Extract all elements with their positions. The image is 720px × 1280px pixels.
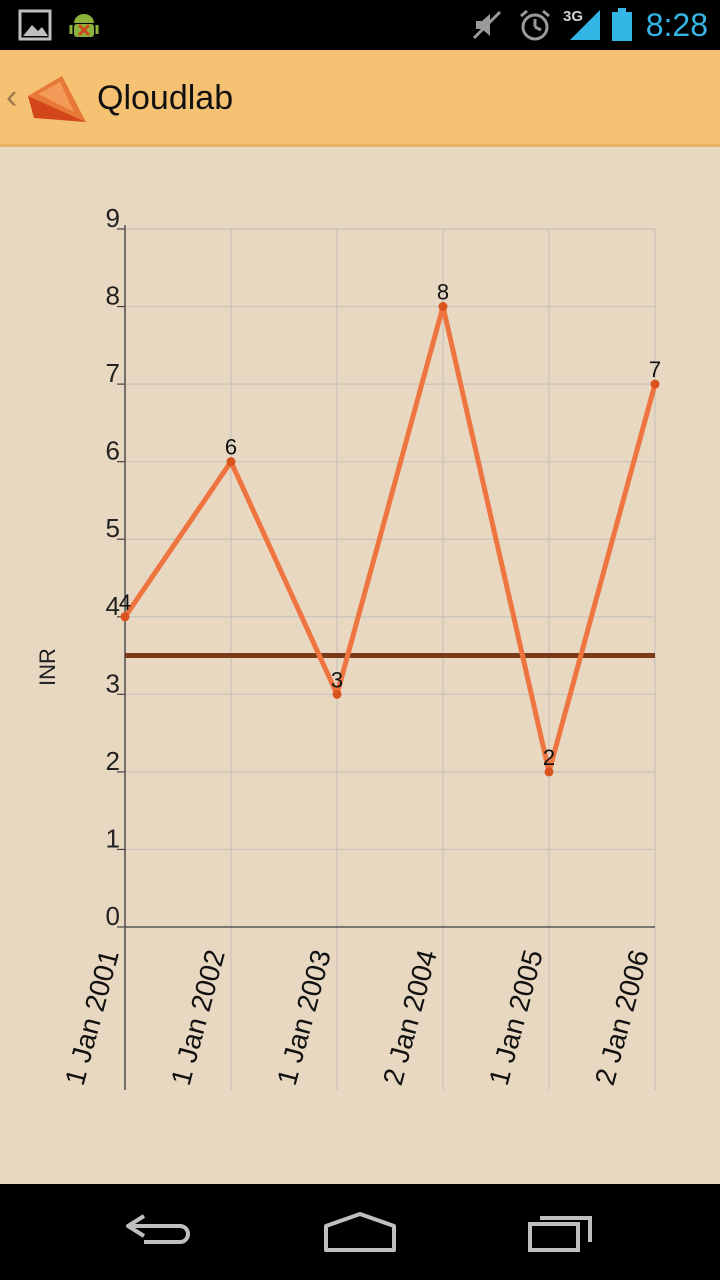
status-bar: 3G 8:28	[0, 0, 720, 50]
action-bar: ‹ Qloudlab	[0, 50, 720, 147]
home-icon[interactable]	[320, 1206, 400, 1258]
data-label: 6	[225, 435, 237, 460]
y-tick-label: 0	[106, 901, 120, 931]
signal-icon	[570, 10, 600, 40]
qloudlab-logo-icon[interactable]	[24, 72, 90, 128]
data-label: 7	[649, 357, 661, 382]
y-tick-label: 8	[106, 281, 120, 311]
data-point	[332, 689, 342, 699]
data-label: 3	[331, 667, 343, 692]
alarm-icon	[520, 9, 550, 41]
status-clock: 8:28	[645, 7, 708, 43]
mute-icon	[472, 10, 502, 40]
battery-icon	[612, 8, 632, 41]
data-label: 8	[437, 280, 449, 305]
data-point	[120, 612, 130, 622]
y-tick-label: 2	[106, 746, 120, 776]
x-tick-label: 1 Jan 2005	[483, 947, 549, 1089]
recent-apps-icon[interactable]	[524, 1206, 598, 1258]
android-debug-icon	[69, 14, 99, 37]
network-type: 3G	[563, 8, 584, 25]
y-tick-label: 6	[106, 436, 120, 466]
x-tick-label: 1 Jan 2003	[271, 947, 337, 1089]
y-tick-label: 4	[106, 591, 120, 621]
data-point	[438, 302, 448, 312]
navigation-bar	[0, 1184, 720, 1280]
y-tick-label: 9	[106, 203, 120, 233]
series-line	[122, 304, 658, 775]
picture-icon	[18, 9, 52, 41]
x-tick-label: 2 Jan 2006	[589, 947, 655, 1089]
data-point	[544, 767, 554, 777]
data-point	[226, 457, 236, 467]
x-tick-label: 1 Jan 2001	[59, 947, 125, 1089]
line-chart: 0 1 2 3 4 5 6 7 8 9 1 Jan 2001 1 Jan 2002 1 Jan 2003…	[35, 203, 661, 1090]
data-label: 2	[543, 745, 555, 770]
app-title: Qloudlab	[97, 79, 234, 117]
x-tick-label: 1 Jan 2002	[165, 947, 231, 1089]
up-chevron-icon[interactable]: ‹	[6, 78, 18, 116]
y-tick-label: 5	[106, 513, 120, 543]
data-point	[650, 379, 660, 389]
y-axis-label: INR	[35, 648, 60, 686]
y-tick-label: 3	[106, 668, 120, 698]
y-tick-label: 1	[106, 823, 120, 853]
y-tick-label: 7	[106, 358, 120, 388]
data-label: 4	[119, 590, 131, 615]
back-icon[interactable]	[122, 1206, 194, 1258]
x-tick-label: 2 Jan 2004	[377, 947, 443, 1089]
chart-area: 0 1 2 3 4 5 6 7 8 9 1 Jan 2001 1 Jan 2002 1 Jan 2003…	[0, 147, 720, 1184]
